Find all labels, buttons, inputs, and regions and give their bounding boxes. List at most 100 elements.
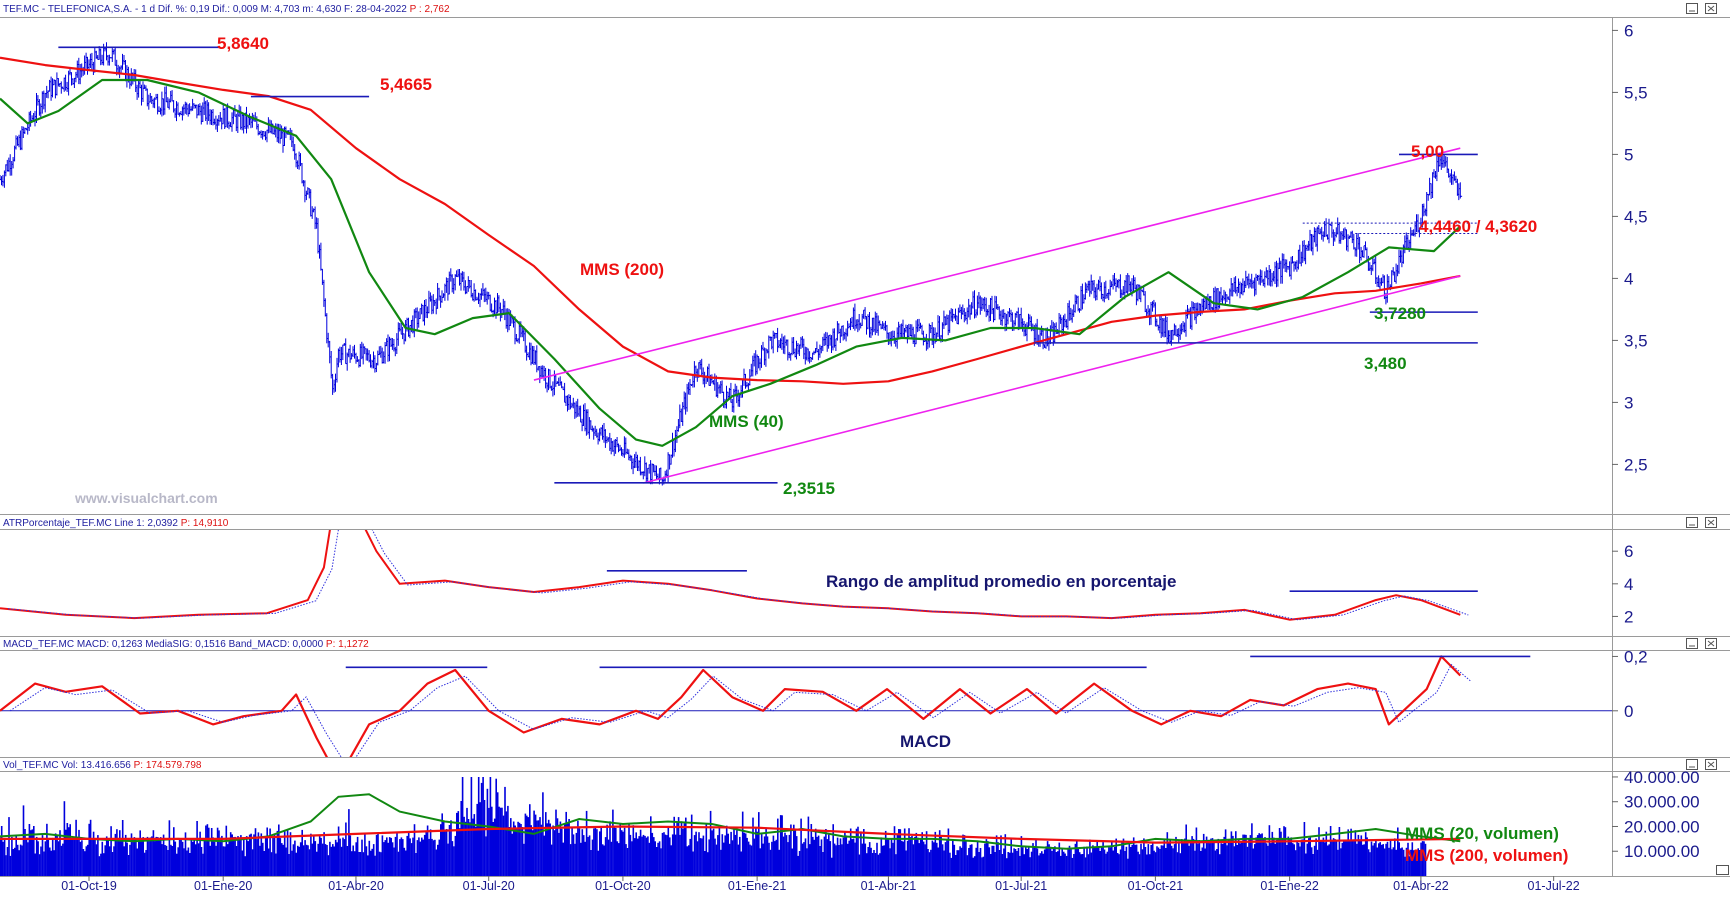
volume-bar — [963, 835, 966, 876]
volume-bar — [1345, 839, 1348, 876]
volume-bar — [855, 828, 858, 876]
volume-bar — [863, 829, 865, 876]
volume-bar — [406, 835, 408, 876]
volume-bar — [564, 824, 566, 876]
volume-bar — [585, 810, 588, 876]
volume-bar — [1223, 836, 1225, 876]
volume-bar — [1100, 846, 1103, 876]
volume-bar — [302, 845, 305, 876]
volume-bar — [1380, 844, 1383, 876]
main-close-icon[interactable] — [1705, 3, 1717, 14]
volume-bar — [393, 847, 395, 876]
volume-bar — [1303, 822, 1306, 876]
atr-minimize-icon[interactable] — [1686, 517, 1698, 528]
volume-bar — [760, 834, 763, 876]
volume-bar — [785, 835, 788, 876]
volume-bar — [483, 800, 486, 876]
volume-bar — [460, 801, 462, 876]
macd-close-icon[interactable] — [1705, 638, 1717, 649]
volume-bar — [959, 846, 961, 876]
volume-bar — [1170, 845, 1173, 876]
volume-bar — [966, 855, 969, 876]
volume-bar — [326, 845, 328, 876]
volume-bar — [1291, 843, 1294, 876]
volume-bar — [879, 853, 881, 876]
volume-bar — [1300, 839, 1303, 876]
volume-bar — [752, 817, 754, 876]
volume-bar — [8, 817, 10, 876]
volume-bar — [170, 844, 172, 876]
volume-bar — [346, 846, 349, 876]
main-minimize-icon[interactable] — [1686, 3, 1698, 14]
volume-bar — [1080, 854, 1082, 876]
volume-bar — [1095, 847, 1097, 876]
volume-bar — [1113, 847, 1116, 876]
volume-bar — [196, 821, 198, 876]
volume-bar — [1149, 854, 1151, 876]
volume-bar — [281, 843, 283, 876]
volume-bar — [114, 833, 117, 876]
volume-bar — [717, 835, 719, 876]
volume-bar — [440, 824, 442, 876]
volume-bar — [324, 844, 327, 876]
volume-bar — [895, 854, 897, 876]
volume-bar — [148, 839, 150, 876]
volume-bar — [1200, 851, 1202, 876]
volume-bar — [1370, 841, 1373, 876]
macd-minimize-icon[interactable] — [1686, 638, 1698, 649]
volume-bar — [1092, 845, 1094, 876]
volume-bar — [1243, 834, 1246, 876]
volume-bar — [431, 838, 433, 876]
volume-bar — [788, 834, 791, 876]
volume-bar — [1074, 843, 1077, 876]
volume-bar — [777, 818, 779, 876]
volume-bar — [349, 835, 352, 876]
volume-bar — [994, 852, 996, 876]
volume-bar — [253, 834, 255, 876]
volume-bar — [1394, 838, 1396, 876]
volume-bar — [975, 847, 977, 876]
volume-bar — [1119, 849, 1122, 876]
volume-bar — [1389, 839, 1392, 876]
volume-bar — [1264, 837, 1266, 876]
volume-bar — [272, 836, 274, 876]
volume-bar — [537, 820, 540, 876]
volume-bar — [841, 844, 843, 876]
volume-bar — [515, 829, 518, 876]
volume-bar — [1150, 845, 1152, 876]
volume-bar — [609, 821, 611, 876]
volume-bar — [1186, 842, 1189, 876]
volume-bar — [1049, 846, 1052, 876]
volume-bar — [1338, 827, 1341, 876]
volume-bar — [1343, 839, 1345, 876]
volume-bar — [121, 820, 124, 876]
volume-bar — [11, 836, 13, 876]
label-mms200: MMS (200) — [580, 260, 664, 279]
scale-box-icon[interactable] — [1716, 865, 1729, 875]
atr-close-icon[interactable] — [1705, 517, 1717, 528]
volume-bar — [998, 850, 1001, 876]
vol-minimize-icon[interactable] — [1686, 759, 1698, 770]
vol-close-icon[interactable] — [1705, 759, 1717, 770]
volume-bar — [1284, 827, 1287, 876]
volume-bar — [820, 839, 823, 876]
volume-bar — [403, 847, 406, 876]
price-y-tick-label: 5,5 — [1624, 83, 1648, 102]
volume-bar — [50, 850, 53, 876]
volume-bar — [1340, 848, 1342, 876]
volume-bar — [775, 839, 778, 876]
volume-bar — [561, 828, 563, 876]
volume-bar — [301, 829, 303, 876]
volume-bar — [1383, 848, 1386, 876]
volume-bar — [1329, 826, 1332, 876]
volume-bar — [1216, 849, 1218, 876]
volume-bar — [1052, 847, 1055, 876]
volume-bar — [797, 855, 799, 876]
volume-bar — [772, 835, 775, 876]
volume-bar — [1131, 844, 1133, 876]
volume-bar — [759, 848, 761, 876]
volume-bar — [286, 829, 289, 876]
volume-bar — [740, 851, 743, 876]
volume-bar — [1373, 843, 1376, 876]
volume-bar — [1167, 843, 1170, 876]
